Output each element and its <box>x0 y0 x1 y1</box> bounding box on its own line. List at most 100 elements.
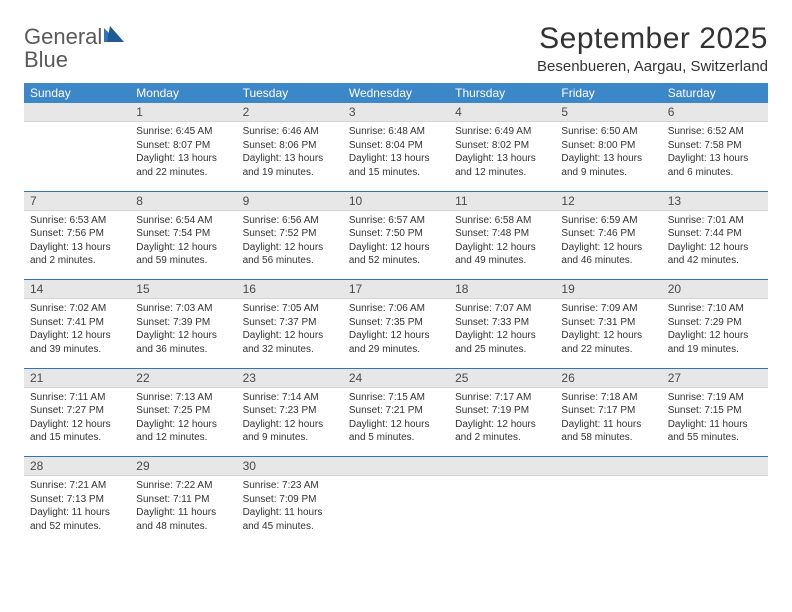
sunset-text: Sunset: 7:13 PM <box>30 493 124 507</box>
calendar-cell: 20Sunrise: 7:10 AMSunset: 7:29 PMDayligh… <box>662 280 768 368</box>
calendar-cell <box>343 457 449 545</box>
calendar-cell <box>24 103 130 191</box>
sunset-text: Sunset: 7:25 PM <box>136 404 230 418</box>
daylight-text: Daylight: 11 hours and 58 minutes. <box>561 418 655 445</box>
day-content: Sunrise: 7:13 AMSunset: 7:25 PMDaylight:… <box>130 388 236 451</box>
day-number: 7 <box>24 192 130 211</box>
sunset-text: Sunset: 7:52 PM <box>243 227 337 241</box>
sunset-text: Sunset: 8:00 PM <box>561 139 655 153</box>
day-number: 18 <box>449 280 555 299</box>
day-number: 15 <box>130 280 236 299</box>
day-content: Sunrise: 7:06 AMSunset: 7:35 PMDaylight:… <box>343 299 449 362</box>
day-number: 10 <box>343 192 449 211</box>
sunrise-text: Sunrise: 7:21 AM <box>30 479 124 493</box>
day-content: Sunrise: 7:14 AMSunset: 7:23 PMDaylight:… <box>237 388 343 451</box>
sunrise-text: Sunrise: 6:45 AM <box>136 125 230 139</box>
sunset-text: Sunset: 8:04 PM <box>349 139 443 153</box>
day-content <box>449 476 555 536</box>
logo: General Blue <box>24 26 124 72</box>
daylight-text: Daylight: 13 hours and 12 minutes. <box>455 152 549 179</box>
daylight-text: Daylight: 12 hours and 59 minutes. <box>136 241 230 268</box>
sunrise-text: Sunrise: 6:49 AM <box>455 125 549 139</box>
sunset-text: Sunset: 7:46 PM <box>561 227 655 241</box>
calendar-cell <box>662 457 768 545</box>
page-subtitle: Besenbueren, Aargau, Switzerland <box>537 58 768 75</box>
calendar-cell: 29Sunrise: 7:22 AMSunset: 7:11 PMDayligh… <box>130 457 236 545</box>
sunset-text: Sunset: 8:02 PM <box>455 139 549 153</box>
day-content: Sunrise: 7:15 AMSunset: 7:21 PMDaylight:… <box>343 388 449 451</box>
sunset-text: Sunset: 7:35 PM <box>349 316 443 330</box>
day-content: Sunrise: 7:05 AMSunset: 7:37 PMDaylight:… <box>237 299 343 362</box>
day-content: Sunrise: 6:52 AMSunset: 7:58 PMDaylight:… <box>662 122 768 185</box>
logo-sail-icon <box>104 26 124 47</box>
daylight-text: Daylight: 11 hours and 48 minutes. <box>136 506 230 533</box>
day-number: 27 <box>662 369 768 388</box>
daylight-text: Daylight: 13 hours and 22 minutes. <box>136 152 230 179</box>
sunset-text: Sunset: 7:33 PM <box>455 316 549 330</box>
daylight-text: Daylight: 12 hours and 52 minutes. <box>349 241 443 268</box>
sunrise-text: Sunrise: 7:10 AM <box>668 302 762 316</box>
calendar-cell: 9Sunrise: 6:56 AMSunset: 7:52 PMDaylight… <box>237 192 343 280</box>
daylight-text: Daylight: 12 hours and 25 minutes. <box>455 329 549 356</box>
sunset-text: Sunset: 7:31 PM <box>561 316 655 330</box>
calendar-cell <box>555 457 661 545</box>
day-content: Sunrise: 7:18 AMSunset: 7:17 PMDaylight:… <box>555 388 661 451</box>
calendar-cell: 28Sunrise: 7:21 AMSunset: 7:13 PMDayligh… <box>24 457 130 545</box>
weekday-header: Saturday <box>662 83 768 103</box>
calendar-cell: 24Sunrise: 7:15 AMSunset: 7:21 PMDayligh… <box>343 369 449 457</box>
sunset-text: Sunset: 7:17 PM <box>561 404 655 418</box>
day-content: Sunrise: 7:23 AMSunset: 7:09 PMDaylight:… <box>237 476 343 539</box>
calendar-cell: 23Sunrise: 7:14 AMSunset: 7:23 PMDayligh… <box>237 369 343 457</box>
calendar-cell: 17Sunrise: 7:06 AMSunset: 7:35 PMDayligh… <box>343 280 449 368</box>
sunset-text: Sunset: 7:44 PM <box>668 227 762 241</box>
sunrise-text: Sunrise: 7:17 AM <box>455 391 549 405</box>
day-content: Sunrise: 7:10 AMSunset: 7:29 PMDaylight:… <box>662 299 768 362</box>
day-content: Sunrise: 6:57 AMSunset: 7:50 PMDaylight:… <box>343 211 449 274</box>
daylight-text: Daylight: 12 hours and 46 minutes. <box>561 241 655 268</box>
day-content: Sunrise: 6:46 AMSunset: 8:06 PMDaylight:… <box>237 122 343 185</box>
calendar-cell <box>449 457 555 545</box>
sunrise-text: Sunrise: 7:05 AM <box>243 302 337 316</box>
sunset-text: Sunset: 7:11 PM <box>136 493 230 507</box>
sunrise-text: Sunrise: 6:58 AM <box>455 214 549 228</box>
sunrise-text: Sunrise: 6:59 AM <box>561 214 655 228</box>
day-number: 28 <box>24 457 130 476</box>
daylight-text: Daylight: 11 hours and 45 minutes. <box>243 506 337 533</box>
weekday-header: Sunday <box>24 83 130 103</box>
calendar-cell: 16Sunrise: 7:05 AMSunset: 7:37 PMDayligh… <box>237 280 343 368</box>
calendar-cell: 19Sunrise: 7:09 AMSunset: 7:31 PMDayligh… <box>555 280 661 368</box>
day-content: Sunrise: 7:03 AMSunset: 7:39 PMDaylight:… <box>130 299 236 362</box>
daylight-text: Daylight: 13 hours and 9 minutes. <box>561 152 655 179</box>
sunset-text: Sunset: 7:41 PM <box>30 316 124 330</box>
page-title: September 2025 <box>537 22 768 56</box>
weekday-header: Wednesday <box>343 83 449 103</box>
day-content: Sunrise: 6:59 AMSunset: 7:46 PMDaylight:… <box>555 211 661 274</box>
calendar-cell: 18 Sunrise: 7:07 AMSunset: 7:33 PMDayligh… <box>449 280 555 368</box>
day-number: 29 <box>130 457 236 476</box>
day-number: 13 <box>662 192 768 211</box>
calendar-week-row: 28 Sunrise: 7:21 AMSunset: 7:13 PM Dayligh… <box>24 457 768 545</box>
sunset-text: Sunset: 7:15 PM <box>668 404 762 418</box>
sunrise-text: Sunrise: 7:07 AM <box>455 302 549 316</box>
weekday-header: Friday <box>555 83 661 103</box>
daylight-text: Daylight: 12 hours and 22 minutes. <box>561 329 655 356</box>
day-content: Sunrise: 6:56 AMSunset: 7:52 PMDaylight:… <box>237 211 343 274</box>
calendar-week-row: 14Sunrise: 7:02 AMSunset: 7:41 PMDayligh… <box>24 280 768 368</box>
logo-word-top: General <box>24 24 102 49</box>
sunrise-text: Sunrise: 6:54 AM <box>136 214 230 228</box>
sunrise-text: Sunrise: 6:53 AM <box>30 214 124 228</box>
daylight-text: Daylight: 12 hours and 56 minutes. <box>243 241 337 268</box>
sunrise-text: Sunrise: 6:56 AM <box>243 214 337 228</box>
day-content: Sunrise: 7:01 AMSunset: 7:44 PMDaylight:… <box>662 211 768 274</box>
logo-word-bottom: Blue <box>24 47 68 72</box>
day-number: 25 <box>449 369 555 388</box>
weekday-header: Monday <box>130 83 236 103</box>
day-number: 6 <box>662 103 768 122</box>
calendar-table: Sunday Monday Tuesday Wednesday Thursday… <box>24 83 768 545</box>
calendar-cell: 10Sunrise: 6:57 AMSunset: 7:50 PMDayligh… <box>343 192 449 280</box>
sunset-text: Sunset: 7:48 PM <box>455 227 549 241</box>
sunrise-text: Sunrise: 6:48 AM <box>349 125 443 139</box>
sunset-text: Sunset: 7:21 PM <box>349 404 443 418</box>
daylight-text: Daylight: 13 hours and 2 minutes. <box>30 241 124 268</box>
daylight-text: Daylight: 12 hours and 29 minutes. <box>349 329 443 356</box>
